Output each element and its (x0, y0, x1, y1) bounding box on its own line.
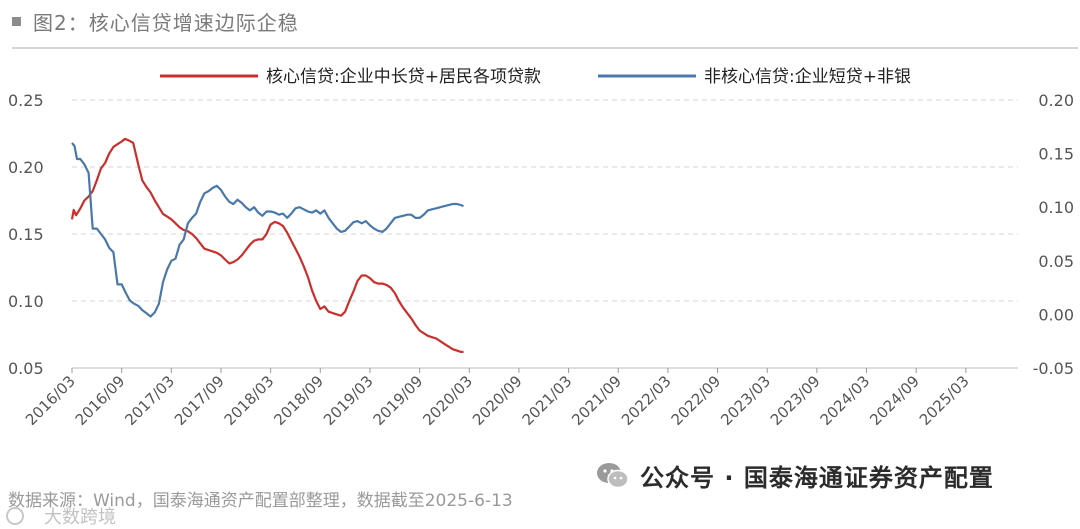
wechat-account-name: 公众号 · 国泰海通证券资产配置 (640, 464, 994, 492)
series-layer (70, 137, 464, 353)
figure-header: 图2：核心信贷增速边际企稳 (12, 6, 299, 36)
x-axis-tick-label: 2019/03 (320, 372, 377, 429)
right-axis-tick-label: 0.15 (1038, 145, 1074, 164)
square-bullet-icon (12, 16, 21, 26)
wechat-icon (597, 462, 629, 488)
watermark-text: 大数跨境 (44, 507, 116, 528)
x-axis-tick-label: 2016/03 (22, 372, 79, 429)
left-axis-tick-label: 0.15 (8, 225, 44, 244)
x-axis-tick-label: 2020/09 (469, 372, 526, 429)
left-axis-tick-label: 0.10 (8, 292, 44, 311)
legend-label-core: 核心信贷:企业中长贷+居民各项贷款 (266, 67, 541, 87)
wechat-brand: 公众号 · 国泰海通证券资产配置 (596, 458, 994, 493)
axis-layer: 0.25 0.20 0.15 0.10 0.05 0.20 0.15 0.10 0.05 0.00… (8, 91, 1074, 429)
x-axis-tick-label: 2016/09 (72, 372, 129, 429)
series-line-core (70, 137, 464, 353)
x-axis-tick-label: 2023/09 (767, 372, 824, 429)
right-axis-tick-label: 0.00 (1038, 305, 1074, 324)
x-axis-tick-label: 2021/09 (568, 372, 625, 429)
header-divider (12, 47, 1078, 49)
x-axis-tick-label: 2017/09 (171, 372, 228, 429)
x-axis-tick-label: 2017/03 (121, 372, 178, 429)
x-axis-tick-label: 2024/03 (817, 372, 874, 429)
grid-layer (72, 99, 1018, 302)
x-axis-tick-label: 2020/03 (419, 372, 476, 429)
x-axis-tick-label: 2024/09 (866, 372, 923, 429)
right-axis-tick-label: 0.05 (1038, 252, 1074, 271)
watermark-logo-icon (6, 507, 24, 525)
left-axis-tick-label: 0.05 (8, 359, 44, 378)
x-axis-tick-label: 2019/09 (370, 372, 427, 429)
legend-label-noncore: 非核心信贷:企业短贷+非银 (704, 67, 911, 87)
right-axis-tick-label: 0.10 (1038, 198, 1074, 217)
x-axis-tick-label: 2023/03 (717, 372, 774, 429)
x-axis-tick-label: 2021/03 (519, 372, 576, 429)
faint-watermark: 大数跨境 (6, 503, 116, 529)
chart-legend: 核心信贷:企业中长贷+居民各项贷款 非核心信贷:企业短贷+非银 (160, 67, 911, 87)
x-axis-tick-label: 2018/09 (270, 372, 327, 429)
x-axis-tick-label: 2022/09 (668, 372, 725, 429)
x-axis-tick-label: 2018/03 (221, 372, 278, 429)
x-axis-tick-label: 2025/03 (916, 372, 973, 429)
series-line-noncore (71, 142, 464, 318)
figure-title: 图2：核心信贷增速边际企稳 (33, 10, 299, 35)
right-axis-tick-label: 0.20 (1038, 91, 1074, 110)
data-source-note: 数据来源：Wind，国泰海通资产配置部整理，数据截至2025-6-13 (8, 491, 513, 511)
right-axis-tick-label: -0.05 (1033, 359, 1074, 378)
left-axis-tick-label: 0.25 (8, 91, 44, 110)
x-axis-tick-label: 2022/03 (618, 372, 675, 429)
left-axis-tick-label: 0.20 (8, 158, 44, 177)
